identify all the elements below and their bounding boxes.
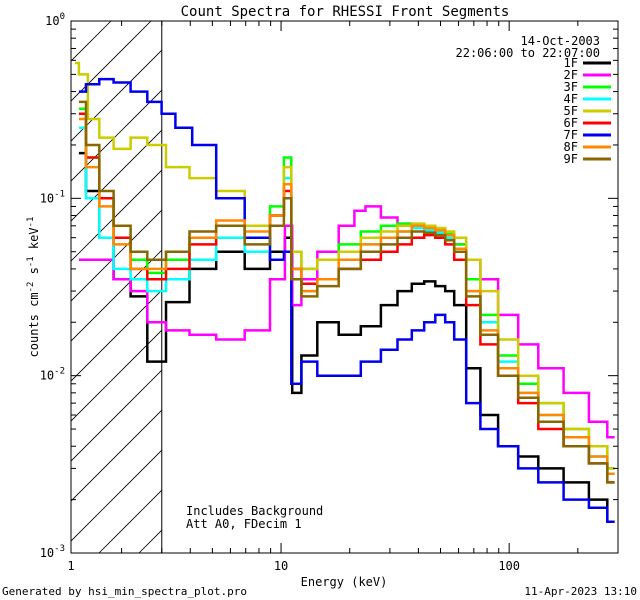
legend-label-1f: 1F	[564, 56, 578, 70]
footer-generator: Generated by hsi_min_spectra_plot.pro	[2, 585, 247, 598]
y-tick-label: 10-3	[40, 544, 65, 560]
legend-label-7f: 7F	[564, 128, 578, 142]
legend-label-2f: 2F	[564, 68, 578, 82]
footer-timestamp: 11-Apr-2023 13:10	[524, 585, 637, 598]
series-1f-line	[78, 151, 615, 524]
series-5f-line	[75, 61, 615, 470]
x-tick-label: 100	[498, 559, 520, 573]
x-axis-label: Energy (keV)	[301, 575, 388, 589]
legend-label-5f: 5F	[564, 104, 578, 118]
hatch-line	[71, 249, 162, 342]
time-range-label: 22:06:00 to 22:07:00	[456, 46, 601, 60]
y-axis-label: counts cm-2 s-1 keV-1	[26, 217, 41, 358]
legend-label-4f: 4F	[564, 92, 578, 106]
y-tick-label: 10-1	[40, 189, 65, 205]
y-axis: 100 10-1 10-2 10-3	[40, 12, 618, 560]
plot-frame	[70, 20, 619, 554]
series-2f-line	[78, 205, 615, 439]
series-8f-line	[78, 117, 615, 475]
legend-label-8f: 8F	[564, 140, 578, 154]
hatch-line	[71, 21, 152, 102]
series-3f-line	[78, 107, 615, 470]
hatch-line	[71, 289, 162, 382]
chart-title: Count Spectra for RHESSI Front Segments	[181, 4, 510, 20]
date-label: 14-Oct-2003	[521, 34, 600, 48]
x-tick-label-1: 1	[67, 559, 74, 573]
x-axis: 10 100	[121, 21, 619, 573]
series-9f-line	[78, 100, 615, 484]
annotation-line-1: Includes Background	[186, 504, 323, 518]
hatch-line	[71, 89, 162, 182]
legend-label-6f: 6F	[564, 116, 578, 130]
legend-label-9f: 9F	[564, 152, 578, 166]
y-tick-label: 100	[45, 12, 65, 28]
hatch-line	[71, 21, 112, 62]
hatch-line	[71, 409, 162, 502]
series-7f-line	[78, 77, 615, 524]
hatch-line	[71, 209, 162, 302]
legend-label-3f: 3F	[564, 80, 578, 94]
y-tick-label: 10-2	[40, 367, 65, 383]
annotation-line-2: Att A0, FDecim 1	[186, 517, 302, 531]
x-tick-label: 10	[274, 559, 288, 573]
series-6f-line	[78, 112, 615, 484]
series-4f-line	[78, 126, 615, 475]
hatch-line	[71, 129, 162, 222]
hatch-line	[71, 49, 162, 142]
series-layer	[75, 61, 615, 524]
hatch-line	[98, 489, 162, 553]
hatch-line	[71, 449, 162, 542]
